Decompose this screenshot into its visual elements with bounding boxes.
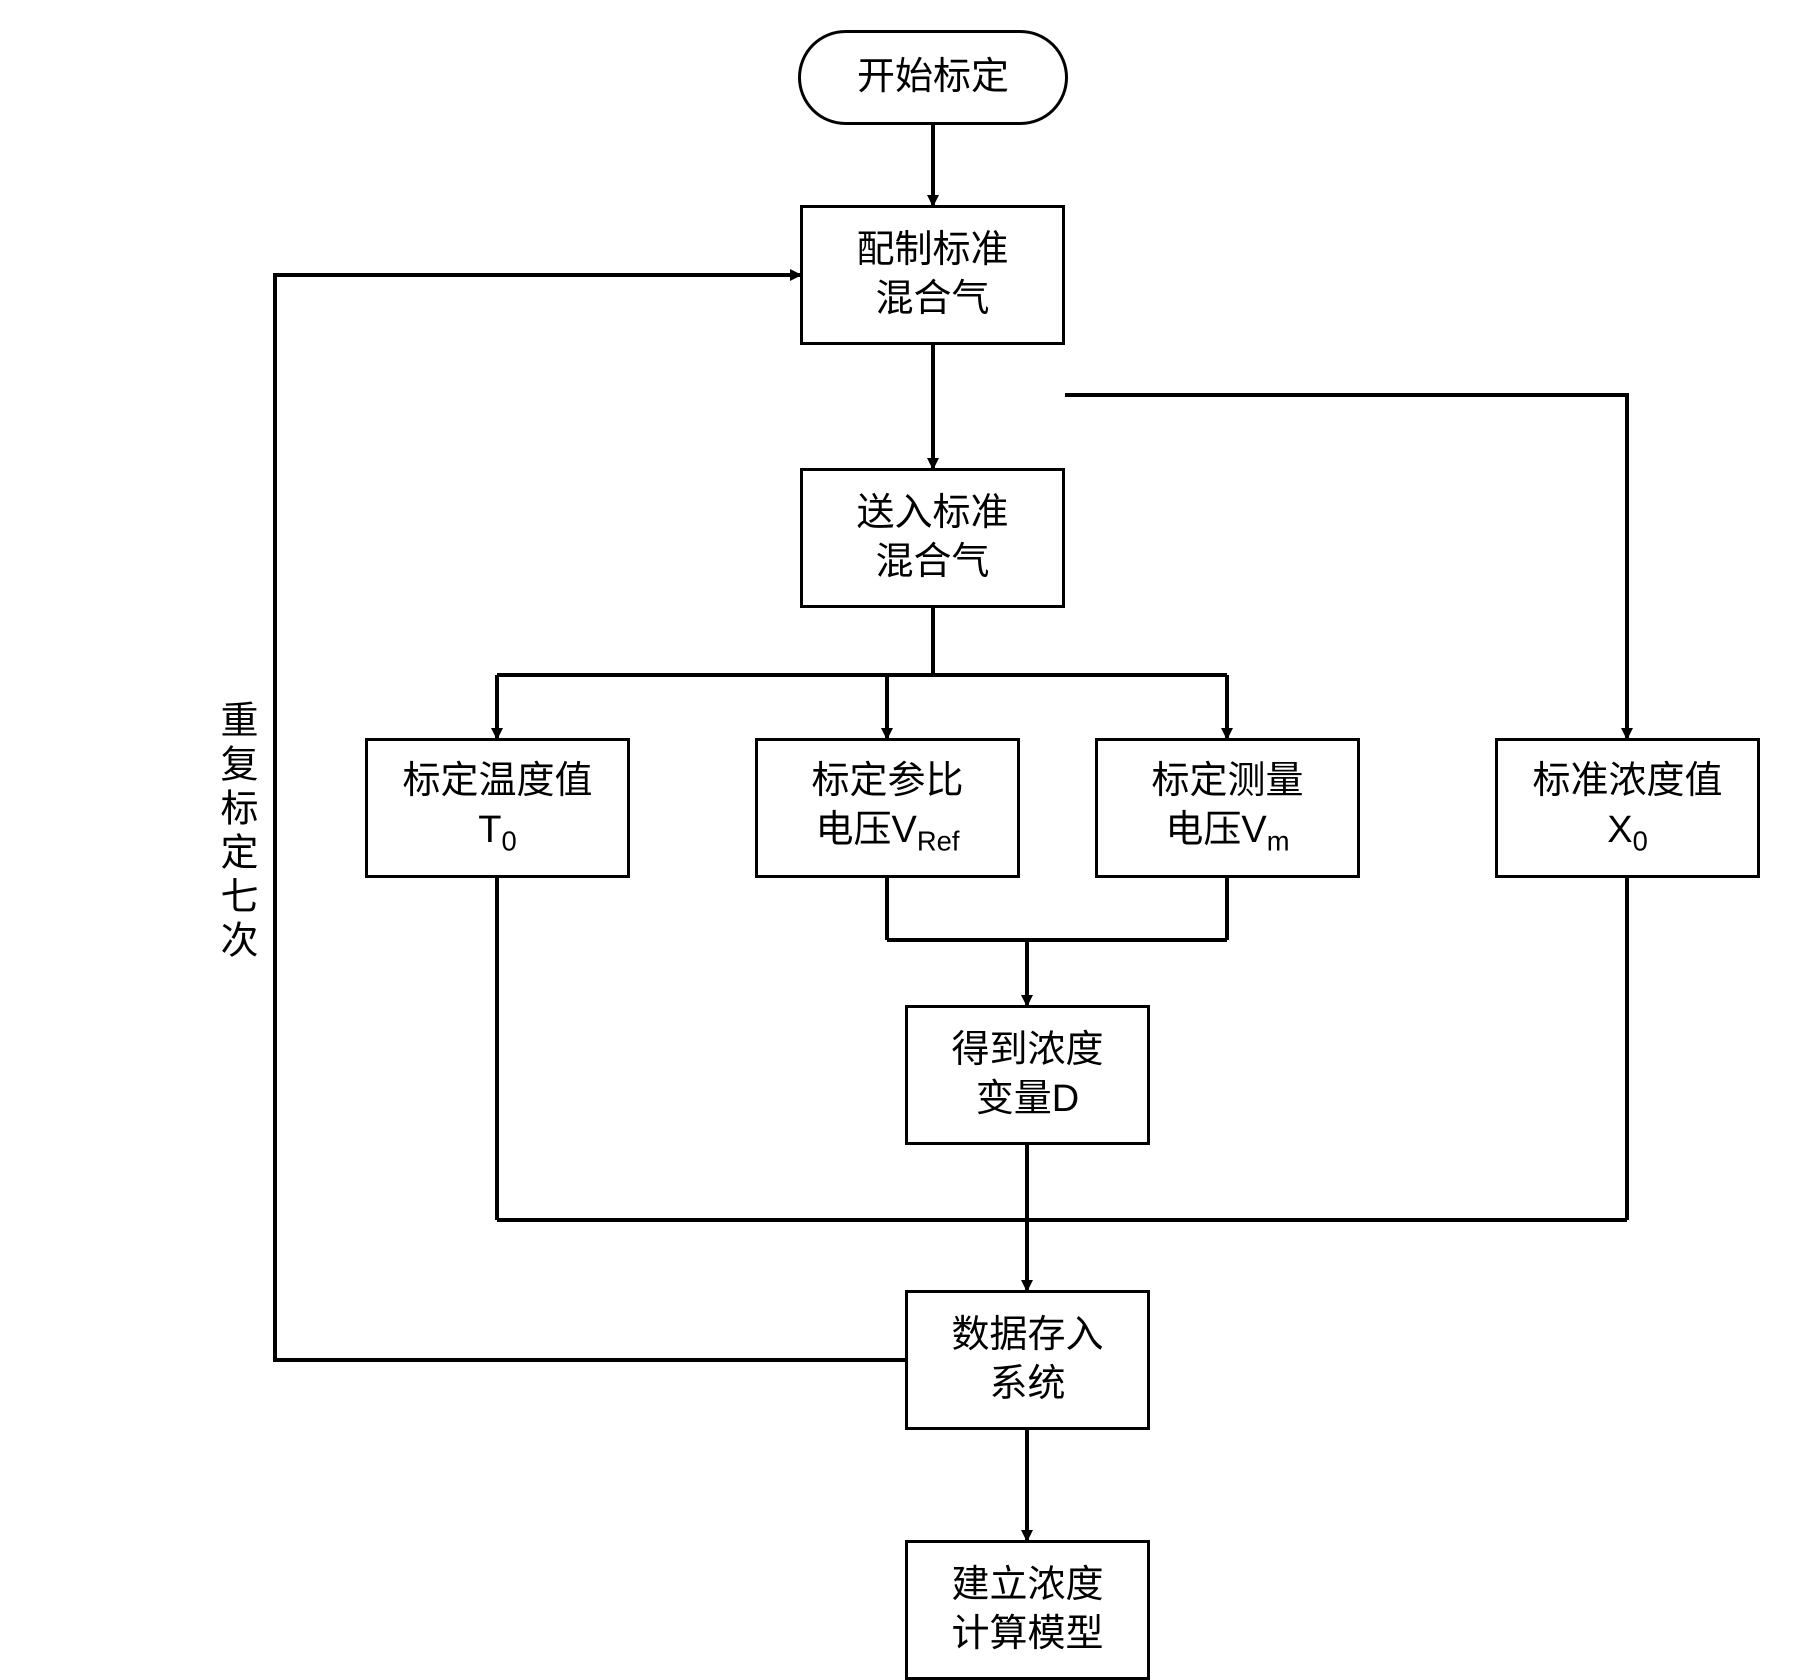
node-d: 得到浓度 变量D xyxy=(905,1005,1150,1145)
node-model: 建立浓度 计算模型 xyxy=(905,1540,1150,1680)
node-vref-line1: 标定参比 xyxy=(811,757,963,806)
node-vref-line2: 电压VRef xyxy=(816,806,960,859)
node-x0-line2: X0 xyxy=(1607,806,1648,859)
node-prepare-line2: 混合气 xyxy=(875,275,989,324)
node-x0-line1: 标准浓度值 xyxy=(1532,757,1722,806)
node-temp-line1: 标定温度值 xyxy=(402,757,592,806)
node-store-line1: 数据存入 xyxy=(951,1311,1103,1360)
node-store: 数据存入 系统 xyxy=(905,1290,1150,1430)
node-prepare-line1: 配制标准 xyxy=(856,226,1008,275)
node-vm-line1: 标定测量 xyxy=(1151,757,1303,806)
loop-label-text: 重复标定七次 xyxy=(214,700,256,964)
node-feed-line1: 送入标准 xyxy=(856,489,1008,538)
node-model-line2: 计算模型 xyxy=(951,1610,1103,1659)
node-feed: 送入标准 混合气 xyxy=(800,468,1065,608)
node-feed-line2: 混合气 xyxy=(875,538,989,587)
node-vref: 标定参比 电压VRef xyxy=(755,738,1020,878)
node-vm-line2: 电压Vm xyxy=(1165,806,1289,859)
node-d-line1: 得到浓度 xyxy=(951,1026,1103,1075)
node-store-line2: 系统 xyxy=(989,1360,1065,1409)
loop-label: 重复标定七次 xyxy=(208,700,263,964)
node-temp-line2: T0 xyxy=(478,806,516,859)
node-vm: 标定测量 电压Vm xyxy=(1095,738,1360,878)
node-prepare: 配制标准 混合气 xyxy=(800,205,1065,345)
node-model-line1: 建立浓度 xyxy=(951,1561,1103,1610)
node-d-line2: 变量D xyxy=(976,1075,1079,1124)
node-temp: 标定温度值 T0 xyxy=(365,738,630,878)
node-x0: 标准浓度值 X0 xyxy=(1495,738,1760,878)
node-start: 开始标定 xyxy=(798,30,1068,125)
node-start-line1: 开始标定 xyxy=(857,53,1009,102)
